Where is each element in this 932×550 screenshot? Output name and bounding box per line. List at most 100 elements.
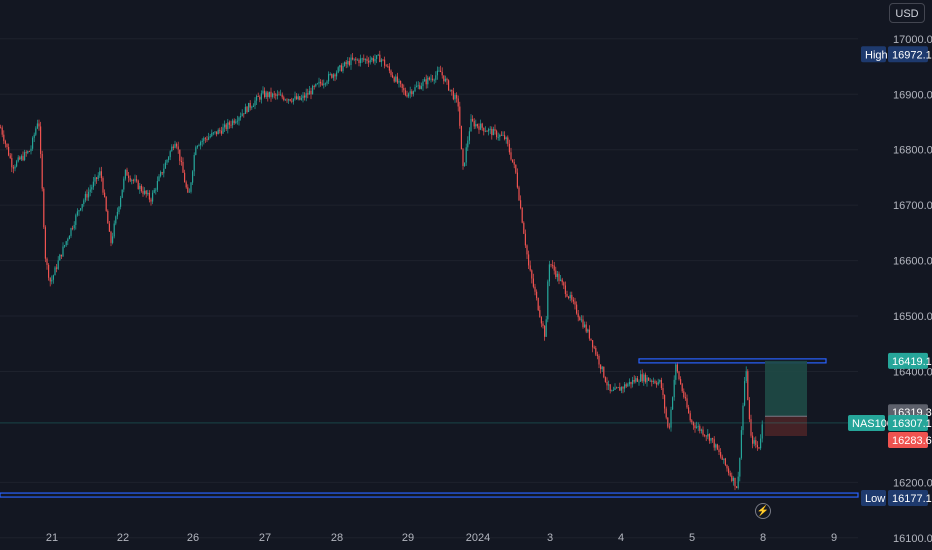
candle-body-403 (644, 374, 646, 383)
stop-value-bg (888, 432, 928, 449)
candle-body-299 (478, 126, 480, 130)
candle-body-147 (235, 121, 237, 123)
candle-body-79 (126, 169, 128, 176)
high-label: High (865, 49, 888, 61)
candle-body-419 (670, 409, 672, 428)
candle-body-32 (51, 279, 53, 282)
x-tick-label-2: 26 (187, 532, 199, 544)
candle-body-219 (350, 57, 352, 65)
candle-body-114 (182, 161, 184, 173)
candle-body-113 (180, 160, 182, 162)
candle-body-327 (523, 222, 525, 234)
candle-body-39 (62, 246, 64, 257)
candle-body-321 (513, 162, 515, 165)
candle-body-10 (16, 161, 18, 167)
candle-body-161 (257, 96, 259, 97)
candle-body-289 (462, 149, 464, 166)
candle-body-413 (660, 379, 662, 389)
candle-body-399 (638, 381, 640, 383)
candle-body-23 (36, 123, 38, 129)
candle-body-373 (596, 354, 598, 356)
candle-body-82 (131, 179, 133, 181)
currency-selector[interactable]: USD (889, 3, 925, 23)
candle-body-36 (57, 260, 59, 269)
candle-body-195 (312, 86, 314, 95)
candle-body-411 (657, 381, 659, 385)
candle-body-471 (753, 440, 755, 444)
candle-body-389 (622, 387, 624, 389)
candle-body-424 (678, 371, 680, 380)
candle-body-352 (563, 282, 565, 286)
lightning-icon[interactable]: ⚡ (755, 503, 771, 519)
candle-body-63 (100, 171, 102, 179)
candle-body-242 (387, 66, 389, 68)
candle-body-462 (739, 457, 741, 477)
candle-body-450 (720, 452, 722, 457)
candle-body-330 (528, 254, 530, 266)
x-tick-label-6: 2024 (466, 532, 490, 544)
candle-body-425 (680, 379, 682, 385)
candle-body-420 (672, 397, 674, 410)
candle-body-277 (443, 75, 445, 82)
candle-body-382 (611, 390, 613, 392)
low-label: Low (865, 493, 885, 505)
candle-body-298 (476, 124, 478, 127)
target-value: 16419.1 (892, 356, 932, 368)
target-zone (765, 360, 807, 417)
x-tick-label-4: 28 (331, 532, 343, 544)
candle-body-5 (8, 146, 10, 156)
candle-body-66 (105, 196, 107, 211)
candle-body-341 (545, 319, 547, 337)
candle-body-391 (625, 384, 627, 387)
candle-body-368 (588, 329, 590, 339)
candle-body-414 (662, 388, 664, 396)
candle-body-201 (321, 83, 323, 86)
candle-body-64 (102, 178, 104, 193)
candle-body-431 (689, 413, 691, 421)
candle-body-47 (75, 215, 77, 225)
candle-body-206 (329, 74, 331, 75)
candle-body-87 (139, 185, 141, 190)
candle-body-253 (404, 90, 406, 96)
candle-body-465 (744, 381, 746, 406)
candle-body-265 (424, 79, 426, 82)
candle-body-38 (60, 254, 62, 257)
last-value: 16307.1 (892, 418, 932, 430)
candle-body-397 (635, 378, 637, 382)
x-tick-label-7: 3 (547, 532, 553, 544)
candle-body-158 (252, 105, 254, 107)
candle-body-329 (526, 245, 528, 255)
candle-body-218 (348, 61, 350, 65)
candle-body-338 (540, 317, 542, 324)
resistance-level-line (638, 358, 827, 364)
candle-body-306 (489, 128, 491, 130)
candle-body-359 (574, 301, 576, 305)
candle-body-323 (516, 172, 518, 188)
candle-body-175 (280, 94, 282, 96)
candle-body-448 (716, 444, 718, 450)
candle-body-452 (723, 458, 725, 460)
candle-body-227 (363, 58, 365, 60)
candle-body-208 (332, 74, 334, 78)
y-tick-label-7: 16200.0 (893, 477, 932, 489)
candle-body-332 (531, 270, 533, 279)
candle-body-433 (692, 422, 694, 426)
candle-body-261 (417, 85, 419, 87)
candle-body-239 (382, 59, 384, 61)
candle-body-88 (140, 185, 142, 192)
candle-body-404 (646, 377, 648, 383)
candle-body-438 (700, 429, 702, 431)
candle-body-125 (200, 142, 202, 146)
candle-body-371 (593, 347, 595, 349)
candle-body-474 (758, 447, 760, 449)
candle-body-464 (742, 405, 744, 431)
candle-body-77 (123, 178, 125, 190)
candle-body-257 (411, 91, 413, 95)
candle-body-76 (121, 189, 123, 198)
low-label-bg (861, 490, 886, 507)
candle-body-150 (240, 116, 242, 118)
candle-body-31 (49, 277, 51, 282)
candle-body-363 (580, 319, 582, 321)
